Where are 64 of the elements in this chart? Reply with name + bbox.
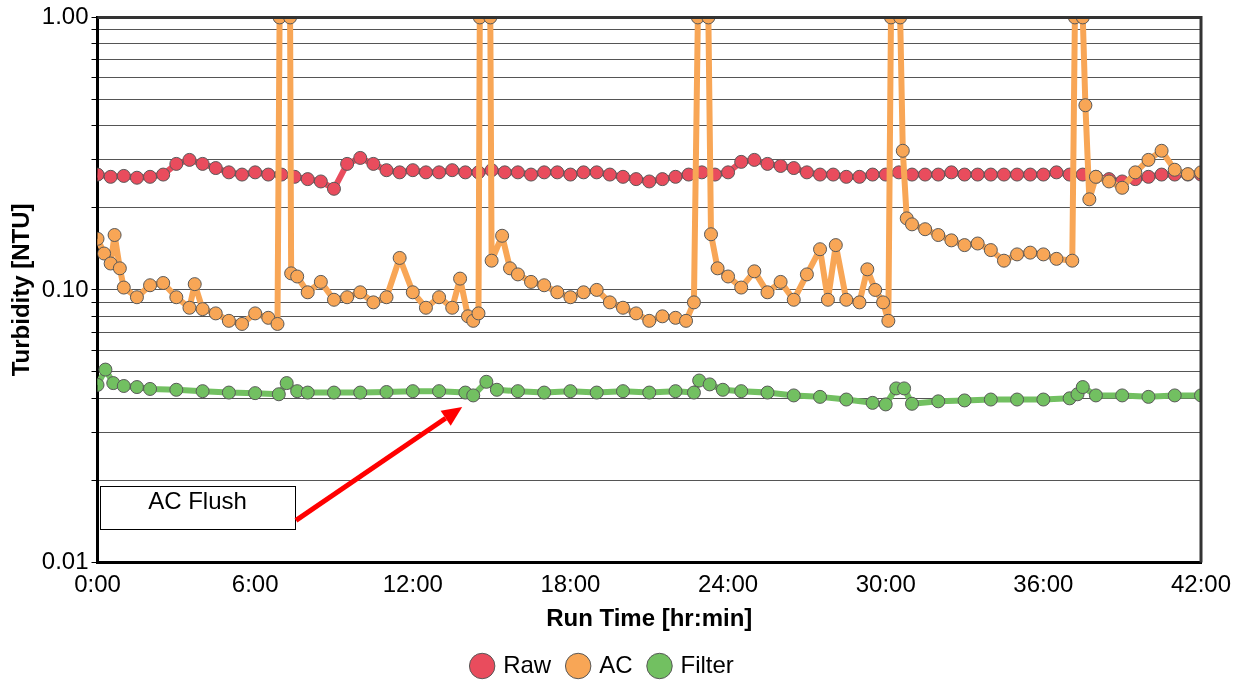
point [957,393,972,408]
point [537,385,552,400]
point [98,362,113,377]
x-axis-title: Run Time [hr:min] [546,604,753,632]
point [379,385,394,399]
point [668,384,683,399]
point [326,385,341,400]
point [300,385,315,400]
point [692,373,707,388]
legend-label: Filter [680,650,734,678]
point [510,384,525,399]
point [589,385,604,400]
point [116,378,131,393]
point [813,389,828,404]
point [642,385,657,400]
point [195,384,210,399]
text-box: AC Flush [99,486,296,531]
point [615,384,630,399]
point [143,381,158,396]
legend-label: AC [599,650,633,678]
point [405,384,420,399]
y-tick-label: 0.10 [41,274,89,302]
y-axis-title: Turbidity [NTU] [7,203,35,377]
x-tick-label: 30:00 [855,570,916,598]
point [248,386,263,401]
x-tick-label: 24:00 [698,570,759,598]
point [169,382,184,397]
point [715,382,730,397]
point [563,384,578,399]
point [271,387,286,402]
point [702,377,717,392]
point [1167,388,1182,403]
point [221,385,236,400]
point [686,385,701,400]
point [1036,392,1051,407]
point [129,380,144,395]
point [1075,380,1090,395]
point [1115,388,1130,403]
point [983,392,998,407]
x-tick-label: 36:00 [1013,570,1074,598]
y-tick-label: 1.00 [41,2,89,30]
point [479,374,494,389]
x-tick-label: 18:00 [540,570,601,598]
point [897,381,912,396]
point [353,385,368,400]
point [734,384,749,399]
point [1141,389,1156,404]
x-tick-label: 42:00 [1170,570,1232,598]
point [878,397,893,412]
point [904,396,919,411]
legend-label: Raw [503,650,552,678]
point [466,388,481,403]
point [279,376,294,391]
point [839,392,854,407]
point [865,395,880,410]
point [931,394,946,409]
point [1088,388,1103,403]
point [786,388,801,403]
point [760,385,775,400]
point [432,384,447,399]
point [1010,392,1025,407]
x-tick-label: 12:00 [382,570,443,598]
x-tick-label: 6:00 [231,570,279,598]
point [489,382,504,397]
